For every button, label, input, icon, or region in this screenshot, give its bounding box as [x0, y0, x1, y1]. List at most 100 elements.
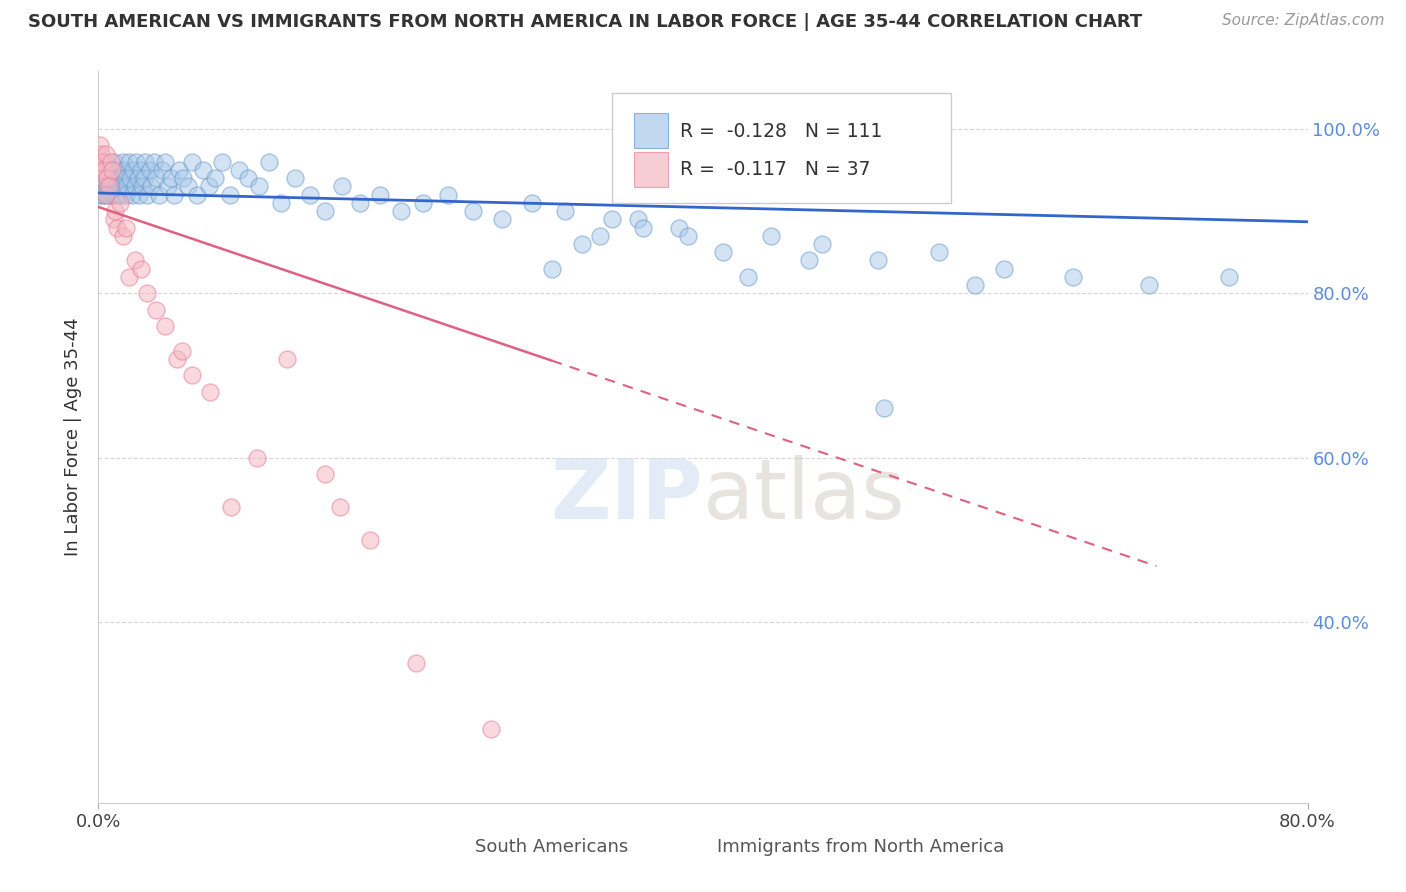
Point [101, 163, 124, 178]
Point [299, 187, 322, 202]
Point [156, 179, 179, 194]
Point [93, 163, 115, 178]
Point [105, 179, 128, 194]
Text: R =  -0.128   N = 111: R = -0.128 N = 111 [681, 122, 883, 141]
Point [797, 253, 820, 268]
Point [108, 179, 131, 194]
Point [405, 656, 427, 670]
Point [89, 187, 111, 202]
Point [163, 187, 186, 202]
Point [132, 171, 155, 186]
Point [491, 212, 513, 227]
Bar [634, 152, 668, 187]
Point [90, 163, 112, 178]
Point [540, 261, 562, 276]
Y-axis label: In Labor Force | Age 35-44: In Labor Force | Age 35-44 [63, 318, 82, 557]
FancyBboxPatch shape [613, 94, 950, 203]
Point [436, 187, 458, 202]
Point [873, 401, 896, 416]
Point [166, 351, 188, 366]
Point [101, 171, 124, 186]
Point [139, 163, 162, 178]
Point [103, 179, 125, 194]
Point [176, 179, 198, 194]
Point [91, 154, 114, 169]
Point [197, 179, 219, 194]
Point [115, 179, 138, 194]
Point [108, 171, 131, 186]
Point [90, 179, 112, 194]
Point [114, 187, 136, 202]
Point [602, 212, 624, 227]
Point [93, 179, 115, 194]
Text: atlas: atlas [703, 455, 904, 536]
Point [108, 195, 131, 210]
Point [330, 179, 353, 194]
Point [101, 187, 124, 202]
Bar [634, 113, 668, 148]
Point [89, 171, 111, 186]
Point [98, 171, 121, 186]
Point [112, 179, 135, 194]
Point [110, 171, 132, 186]
Point [172, 171, 194, 186]
Point [96, 171, 118, 186]
Point [200, 384, 222, 399]
Point [711, 245, 734, 260]
Point [228, 163, 250, 178]
Text: Immigrants from North America: Immigrants from North America [717, 838, 1004, 855]
Point [993, 261, 1015, 276]
Point [93, 163, 115, 178]
Point [368, 187, 391, 202]
Point [94, 171, 117, 186]
Point [219, 187, 242, 202]
Point [1062, 269, 1084, 284]
Point [112, 163, 135, 178]
Point [145, 171, 167, 186]
Point [110, 187, 132, 202]
Point [90, 146, 112, 161]
Point [120, 171, 142, 186]
Point [811, 236, 834, 251]
Point [104, 187, 127, 202]
Point [104, 204, 127, 219]
Point [103, 154, 125, 169]
Point [191, 163, 214, 178]
Point [276, 351, 298, 366]
Point [522, 195, 544, 210]
Point [257, 154, 280, 169]
Point [135, 286, 157, 301]
Point [124, 179, 146, 194]
Point [124, 253, 146, 268]
Point [91, 154, 114, 169]
Point [221, 500, 243, 514]
Point [627, 212, 650, 227]
Point [153, 154, 176, 169]
Point [329, 500, 352, 514]
Point [104, 163, 127, 178]
Point [111, 154, 134, 169]
Point [94, 146, 117, 161]
Point [100, 179, 122, 194]
Point [349, 195, 371, 210]
Point [91, 187, 114, 202]
Point [160, 171, 183, 186]
Text: Source: ZipAtlas.com: Source: ZipAtlas.com [1222, 13, 1385, 29]
Point [131, 179, 153, 194]
Text: SOUTH AMERICAN VS IMMIGRANTS FROM NORTH AMERICA IN LABOR FORCE | AGE 35-44 CORRE: SOUTH AMERICAN VS IMMIGRANTS FROM NORTH … [28, 13, 1142, 31]
Point [107, 163, 129, 178]
Point [94, 154, 117, 169]
Point [868, 253, 890, 268]
Point [89, 154, 111, 169]
Point [571, 236, 593, 251]
Point [96, 179, 118, 194]
Point [143, 154, 166, 169]
Point [668, 220, 690, 235]
Text: ZIP: ZIP [551, 455, 703, 536]
Point [463, 204, 485, 219]
Point [121, 187, 143, 202]
Point [481, 722, 503, 736]
Point [128, 187, 150, 202]
Point [284, 171, 307, 186]
Point [118, 269, 141, 284]
